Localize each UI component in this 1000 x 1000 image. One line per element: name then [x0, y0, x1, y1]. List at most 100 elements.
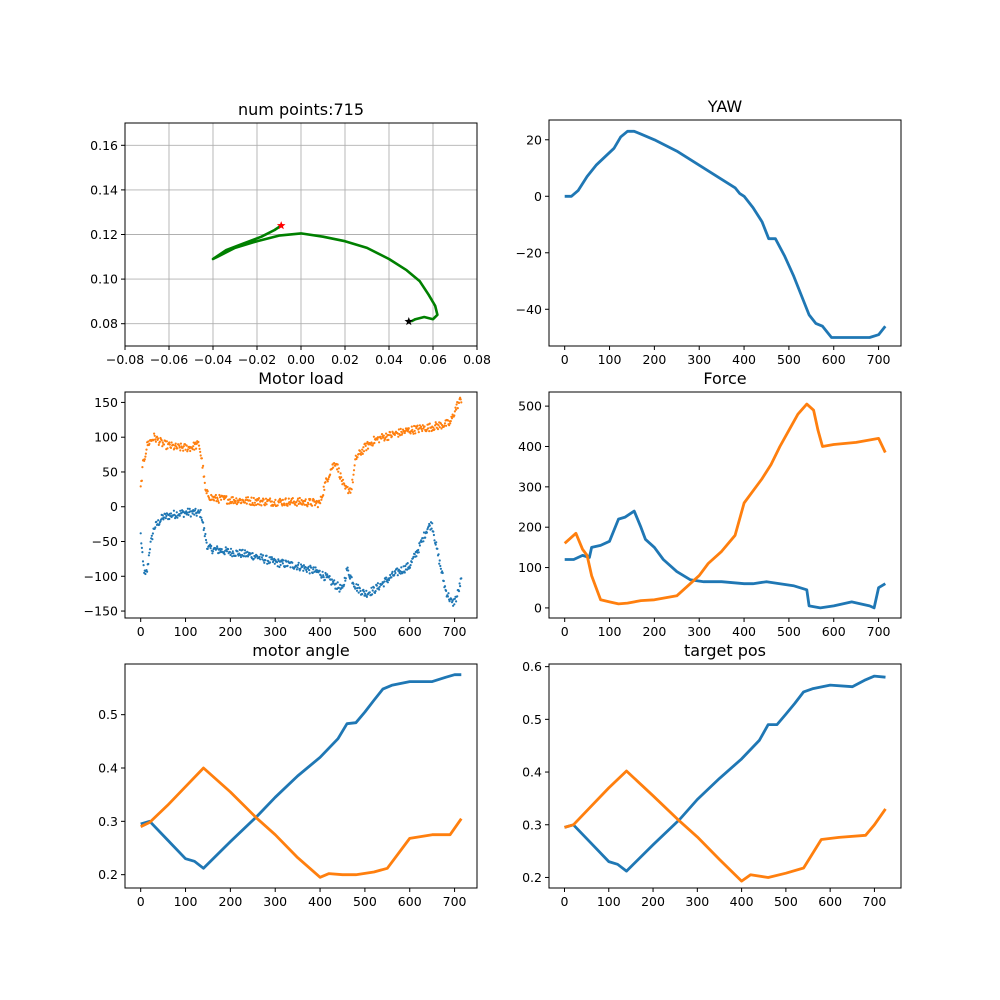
data-point: [161, 514, 164, 517]
data-point: [140, 479, 143, 482]
data-point: [302, 564, 305, 567]
data-point: [351, 481, 354, 484]
data-point: [139, 485, 142, 488]
data-point: [407, 428, 410, 431]
data-point: [326, 480, 329, 483]
data-point: [278, 497, 282, 500]
data-point: [399, 427, 402, 430]
data-point: [192, 441, 195, 444]
data-point: [143, 458, 146, 461]
data-point: [425, 531, 428, 534]
data-point: [295, 501, 298, 504]
data-point: [197, 444, 201, 447]
data-point: [287, 497, 290, 500]
data-point: [341, 478, 345, 481]
data-point: [276, 504, 279, 507]
data-point: [204, 532, 207, 536]
data-point: [153, 432, 156, 435]
panel-title: Motor load: [258, 369, 344, 388]
data-point: [443, 424, 446, 427]
data-point: [378, 588, 381, 591]
data-point: [207, 496, 210, 499]
x-tick-label: 500: [777, 352, 801, 367]
data-point: [178, 514, 181, 517]
data-point: [408, 566, 412, 569]
data-point: [373, 591, 377, 595]
data-point: [397, 428, 400, 431]
data-point: [374, 590, 377, 593]
data-point: [319, 574, 322, 577]
data-point: [239, 498, 242, 502]
data-point: [417, 548, 420, 552]
data-point: [252, 496, 255, 500]
data-point: [433, 428, 436, 431]
data-point: [456, 407, 459, 410]
data-point: [246, 550, 249, 554]
x-tick-label: 700: [443, 624, 467, 639]
data-point: [328, 575, 331, 578]
series-trace: [564, 769, 887, 883]
data-point: [314, 566, 317, 569]
data-point: [264, 497, 268, 500]
data-point: [357, 583, 360, 587]
data-point: [428, 430, 431, 433]
data-point: [301, 565, 304, 568]
data-point: [158, 523, 161, 526]
data-point: [428, 422, 431, 425]
data-point: [277, 501, 280, 504]
data-point: [365, 449, 368, 452]
data-point: [206, 547, 209, 551]
data-point: [267, 560, 270, 563]
data-point: [291, 561, 294, 564]
data-point: [294, 503, 297, 506]
data-point: [141, 466, 144, 469]
data-point: [336, 581, 339, 584]
data-point: [378, 585, 381, 588]
data-point: [311, 571, 314, 575]
data-point: [225, 550, 229, 553]
x-tick-label: 700: [443, 894, 467, 909]
data-point: [434, 543, 437, 546]
data-point: [273, 562, 276, 565]
series-1: [140, 673, 462, 870]
data-point: [194, 507, 197, 510]
data-point: [144, 455, 147, 458]
data-point: [176, 516, 179, 519]
x-tick-label: 100: [598, 624, 622, 639]
data-point: [174, 442, 177, 445]
data-point: [406, 562, 409, 565]
data-point: [215, 500, 218, 503]
data-point: [282, 559, 285, 562]
panel-title: Force: [703, 369, 746, 388]
data-point: [421, 537, 424, 540]
data-point: [211, 552, 214, 555]
y-tick-label: 0.5: [522, 712, 542, 727]
series-1: [564, 674, 886, 873]
data-point: [258, 503, 261, 506]
data-point: [330, 578, 333, 581]
data-point: [148, 551, 151, 554]
series-1: [564, 129, 887, 339]
data-point: [162, 516, 166, 519]
data-point: [234, 499, 237, 503]
data-point: [231, 496, 234, 499]
data-point: [243, 549, 247, 552]
data-point: [147, 440, 150, 443]
data-point: [203, 475, 206, 478]
data-point: [327, 478, 330, 481]
y-tick-label: 0.12: [90, 227, 118, 242]
data-point: [257, 497, 261, 500]
axes-frame: [124, 663, 478, 889]
data-point: [272, 559, 275, 562]
data-point: [441, 571, 444, 575]
data-point: [393, 433, 396, 436]
data-point: [457, 590, 461, 593]
data-point: [380, 433, 384, 436]
data-point: [162, 443, 166, 446]
data-point: [403, 571, 406, 574]
data-point: [344, 577, 347, 580]
data-point: [309, 564, 312, 567]
data-point: [160, 439, 163, 442]
data-point: [420, 428, 423, 431]
data-point: [289, 566, 292, 569]
